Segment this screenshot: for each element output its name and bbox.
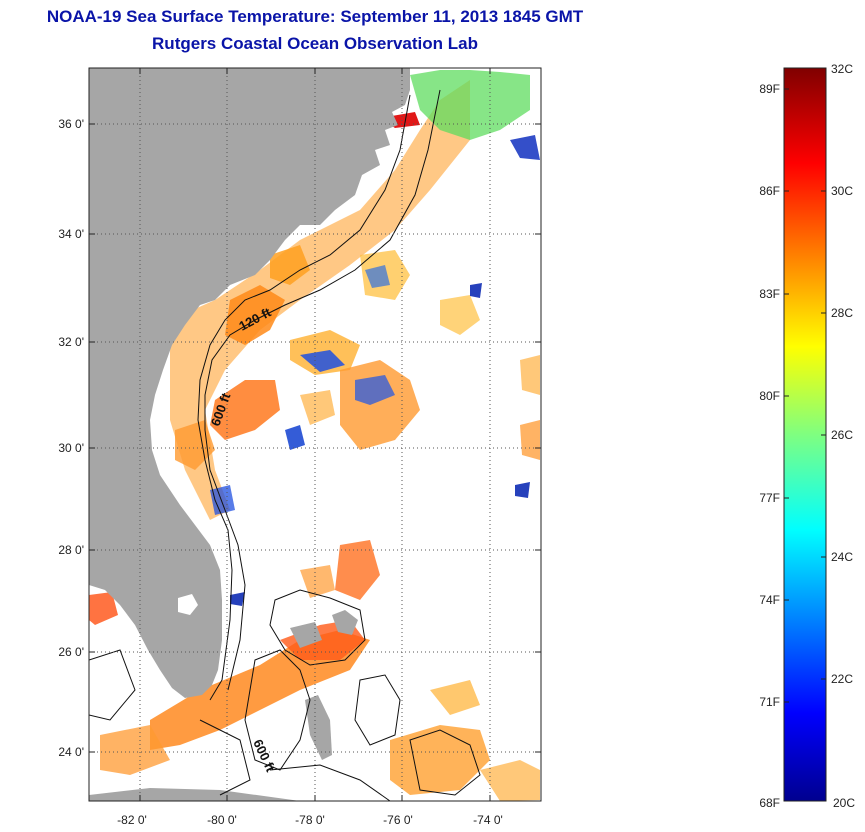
colorbar-f-label: 74F [759,593,780,607]
colorbar-f-label: 68F [759,796,780,810]
colorbar-c-label: 26C [831,428,853,442]
colorbar-c-label: 24C [831,550,853,564]
axis-ticks [89,68,541,801]
map-area [89,68,541,801]
colorbar-f-label: 89F [759,82,780,96]
graticule [89,68,541,801]
isobaths [89,89,481,801]
lat-tick-label: 30 0' [58,441,84,455]
lat-tick-label: 26 0' [58,645,84,659]
lon-tick-label: -78 0' [295,813,325,827]
colorbar-gradient [783,67,827,802]
lat-tick-label: 28 0' [58,543,84,557]
lat-tick-label: 32 0' [58,335,84,349]
colorbar-c-label: 20C [833,796,855,810]
bahamas-island [332,610,358,635]
colorbar-f-label: 77F [759,491,780,505]
lat-tick-label: 36 0' [58,117,84,131]
colorbar-f-label: 83F [759,287,780,301]
lat-tick-label: 24 0' [58,745,84,759]
colorbar-c-label: 32C [831,62,853,76]
colorbar-f-label: 86F [759,184,780,198]
bahamas-island [305,695,332,760]
colorbar: 89F 86F 83F 80F 77F 74F 71F 68F 32C 30C … [759,62,855,810]
land-mass [89,68,410,698]
lon-tick-label: -74 0' [473,813,503,827]
colorbar-c-label: 30C [831,184,853,198]
longitude-labels: -82 0' -80 0' -78 0' -76 0' -74 0' [117,813,503,827]
colorbar-f-label: 80F [759,389,780,403]
lon-tick-label: -82 0' [117,813,147,827]
lat-tick-label: 34 0' [58,227,84,241]
cuba-coast [89,788,300,801]
map-title: NOAA-19 Sea Surface Temperature: Septemb… [46,7,584,26]
colorbar-f-label: 71F [759,695,780,709]
colorbar-c-label: 28C [831,306,853,320]
lake-okeechobee [178,594,198,615]
latitude-labels: 24 0' 26 0' 28 0' 30 0' 32 0' 34 0' 36 0… [58,117,84,759]
bahamas-island [290,622,322,648]
lon-tick-label: -80 0' [207,813,237,827]
lon-tick-label: -76 0' [383,813,413,827]
map-subtitle: Rutgers Coastal Ocean Observation Lab [152,34,478,53]
colorbar-c-label: 22C [831,672,853,686]
sst-patches [89,70,540,801]
